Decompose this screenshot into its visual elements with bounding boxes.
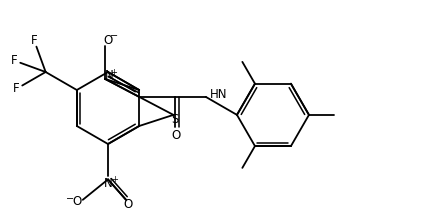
Text: F: F — [31, 33, 37, 47]
Text: +: + — [111, 68, 117, 77]
Text: N: N — [104, 69, 114, 82]
Text: N: N — [104, 177, 112, 190]
Text: F: F — [13, 83, 19, 95]
Text: O: O — [172, 129, 181, 142]
Text: HN: HN — [210, 88, 227, 101]
Text: O: O — [103, 34, 113, 47]
Text: −: − — [110, 32, 118, 41]
Text: F: F — [10, 54, 17, 67]
Text: +: + — [111, 175, 118, 184]
Text: O: O — [72, 195, 81, 208]
Text: S: S — [172, 113, 179, 126]
Text: O: O — [123, 198, 132, 211]
Text: −: − — [66, 194, 74, 204]
